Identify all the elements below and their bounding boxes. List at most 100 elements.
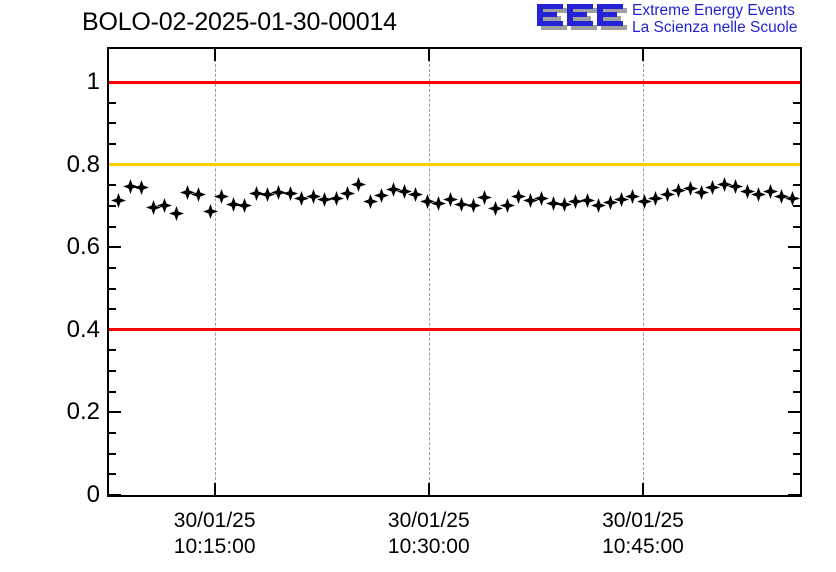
eee-logo-mark xyxy=(537,4,627,30)
y-axis-minor-tick-left xyxy=(109,432,116,435)
eee-logo-line2: La Scienza nelle Scuole xyxy=(632,18,798,36)
data-point-marker xyxy=(351,176,367,192)
y-axis-minor-tick-left xyxy=(109,101,116,104)
y-axis-minor-tick-left xyxy=(109,122,116,125)
x-axis-tick-label: 30/01/25 10:30:00 xyxy=(388,508,470,560)
x-axis-tick-top xyxy=(213,49,216,61)
data-point-marker xyxy=(259,187,275,203)
x-axis-tick-top xyxy=(427,49,430,61)
data-point-marker xyxy=(671,182,687,198)
y-axis-minor-tick-left xyxy=(109,452,116,455)
eee-logo-text: Extreme Energy Events La Scienza nelle S… xyxy=(632,2,798,36)
y-axis-minor-tick-right xyxy=(793,432,800,435)
data-point-marker xyxy=(534,191,550,207)
data-point-marker xyxy=(762,183,778,199)
data-point-marker xyxy=(374,187,390,203)
data-point-marker xyxy=(408,187,424,203)
y-axis-tick-label: 0 xyxy=(86,481,100,508)
data-point-marker xyxy=(785,190,801,206)
x-axis-tick-labels: 30/01/25 10:15:00 30/01/25 10:30:00 30/01/25… xyxy=(0,500,836,566)
x-axis-tick-label: 30/01/25 10:15:00 xyxy=(174,508,256,560)
data-point-marker xyxy=(591,198,607,214)
y-axis-minor-tick-left xyxy=(109,204,116,207)
data-point-marker xyxy=(511,188,527,204)
data-point-marker xyxy=(773,188,789,204)
data-point-marker xyxy=(328,191,344,207)
y-axis-tick-left xyxy=(109,494,121,496)
data-point-marker xyxy=(442,191,458,207)
y-axis-minor-tick-left xyxy=(109,308,116,311)
y-axis-tick-label: 0.2 xyxy=(66,398,100,426)
data-point-marker xyxy=(545,196,561,212)
y-axis-minor-tick-left xyxy=(109,390,116,393)
data-point-marker xyxy=(454,196,470,212)
gridline-vertical xyxy=(428,49,431,495)
data-point-marker xyxy=(728,179,744,195)
y-axis-minor-tick-right xyxy=(793,225,800,228)
x-axis-tick-label-date: 30/01/25 xyxy=(387,509,470,532)
data-point-marker xyxy=(180,184,196,200)
y-axis-tick-label: 0.6 xyxy=(66,233,100,261)
data-point-marker xyxy=(488,200,504,216)
data-point-marker xyxy=(362,193,378,209)
data-point-marker xyxy=(636,193,652,209)
data-point-marker xyxy=(134,179,150,195)
y-axis-minor-tick-left xyxy=(109,142,116,145)
data-point-marker xyxy=(625,189,641,205)
data-point-marker xyxy=(614,191,630,207)
y-axis-tick-left xyxy=(109,411,121,414)
data-point-marker xyxy=(237,198,253,214)
x-axis-tick-label-date: 30/01/25 xyxy=(173,509,256,532)
data-point-marker xyxy=(282,186,298,202)
gridline-vertical xyxy=(214,49,217,495)
data-point-marker xyxy=(385,182,401,198)
x-axis-tick-top xyxy=(641,49,644,61)
data-point-marker xyxy=(248,186,264,202)
y-axis-tick-labels: 0 0.2 0.4 0.6 0.8 1 xyxy=(38,47,100,508)
data-point-marker xyxy=(397,183,413,199)
y-axis-minor-tick-right xyxy=(793,184,800,187)
data-point-marker xyxy=(499,198,515,214)
data-point-marker xyxy=(556,197,572,213)
y-axis-minor-tick-right xyxy=(793,266,800,269)
data-point-marker xyxy=(431,195,447,211)
reference-line-lower-red-limit xyxy=(109,328,800,332)
data-point-marker xyxy=(214,188,230,204)
x-axis-tick-label-date: 30/01/25 xyxy=(602,509,684,532)
y-axis-minor-tick-right xyxy=(793,390,800,393)
y-axis-tick-label: 0.8 xyxy=(66,150,100,178)
reference-line-upper-red-limit xyxy=(109,80,800,84)
y-axis-tick-right xyxy=(788,246,800,249)
y-axis-tick-label: 1 xyxy=(86,68,100,96)
data-point-marker xyxy=(579,193,595,209)
y-axis-tick-label: 0.4 xyxy=(66,315,100,343)
y-axis-minor-tick-right xyxy=(793,287,800,290)
data-point-marker xyxy=(659,187,675,203)
reference-line-warning-orange-limit xyxy=(109,163,800,167)
y-axis-minor-tick-right xyxy=(793,308,800,311)
data-point-marker xyxy=(648,190,664,206)
y-axis-minor-tick-left xyxy=(109,225,116,228)
x-axis-tick xyxy=(641,483,644,495)
y-axis-tick-right xyxy=(788,411,800,414)
x-axis-tick-label-time: 10:45:00 xyxy=(602,535,684,558)
y-axis-tick-right xyxy=(788,494,800,496)
data-point-marker xyxy=(568,193,584,209)
y-axis-minor-tick-right xyxy=(793,204,800,207)
data-point-marker xyxy=(682,181,698,197)
data-point-marker xyxy=(191,186,207,202)
data-point-marker xyxy=(716,177,732,193)
data-point-marker xyxy=(145,200,161,216)
eee-logo: Extreme Energy Events La Scienza nelle S… xyxy=(536,2,836,42)
data-point-marker xyxy=(751,186,767,202)
data-point-marker xyxy=(305,188,321,204)
y-axis-minor-tick-right xyxy=(793,349,800,352)
data-point-marker xyxy=(339,186,355,202)
y-axis-minor-tick-right xyxy=(793,370,800,373)
y-axis-minor-tick-right xyxy=(793,142,800,145)
y-axis-minor-tick-right xyxy=(793,452,800,455)
data-point-marker xyxy=(202,203,218,219)
y-axis-minor-tick-left xyxy=(109,473,116,476)
y-axis-minor-tick-right xyxy=(793,473,800,476)
